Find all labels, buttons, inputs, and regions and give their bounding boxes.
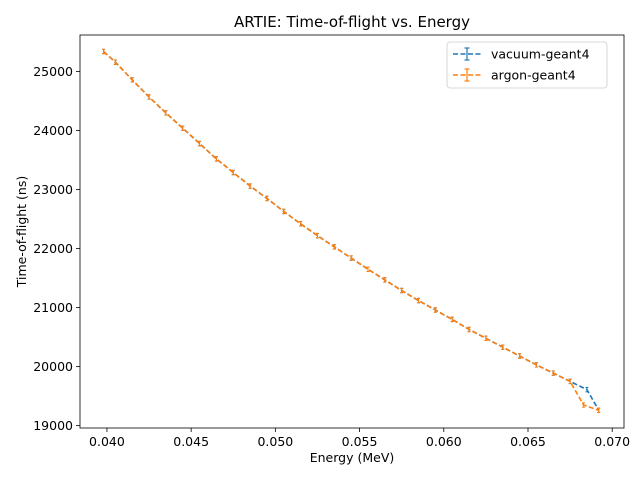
series-line	[103, 50, 600, 412]
x-tick-label: 0.050	[257, 434, 293, 449]
legend-label: vacuum-geant4	[491, 47, 590, 62]
y-tick-label: 20000	[33, 359, 73, 374]
plot-frame	[79, 34, 625, 429]
y-axis: 19000 20000 21000 22000 23000 24000 25000	[33, 64, 80, 433]
x-tick-label: 0.060	[426, 434, 462, 449]
y-tick-label: 22000	[33, 241, 73, 256]
x-tick-label: 0.065	[510, 434, 546, 449]
legend-box	[446, 41, 608, 89]
x-axis: 0.040 0.045 0.050 0.055 0.060 0.065 0.070	[89, 428, 630, 449]
legend-entry: vacuum-geant4	[453, 47, 590, 62]
series-vacuum-geant4	[102, 48, 601, 413]
x-tick-label: 0.040	[89, 434, 125, 449]
x-tick-label: 0.045	[173, 434, 209, 449]
chart-title: ARTIE: Time-of-flight vs. Energy	[234, 13, 470, 31]
legend: vacuum-geant4 argon-geant4	[446, 41, 608, 89]
y-tick-label: 24000	[33, 123, 73, 138]
y-tick-label: 21000	[33, 300, 73, 315]
y-axis-label: Time-of-flight (ns)	[14, 176, 29, 288]
y-tick-label: 23000	[33, 182, 73, 197]
y-tick-label: 19000	[33, 418, 73, 433]
series-line	[103, 50, 600, 411]
y-tick-label: 25000	[33, 64, 73, 79]
legend-entry: argon-geant4	[453, 68, 576, 83]
legend-label: argon-geant4	[491, 68, 576, 83]
x-tick-label: 0.070	[594, 434, 630, 449]
series-argon-geant4	[102, 48, 601, 413]
x-tick-label: 0.055	[342, 434, 378, 449]
x-axis-label: Energy (MeV)	[310, 450, 395, 465]
